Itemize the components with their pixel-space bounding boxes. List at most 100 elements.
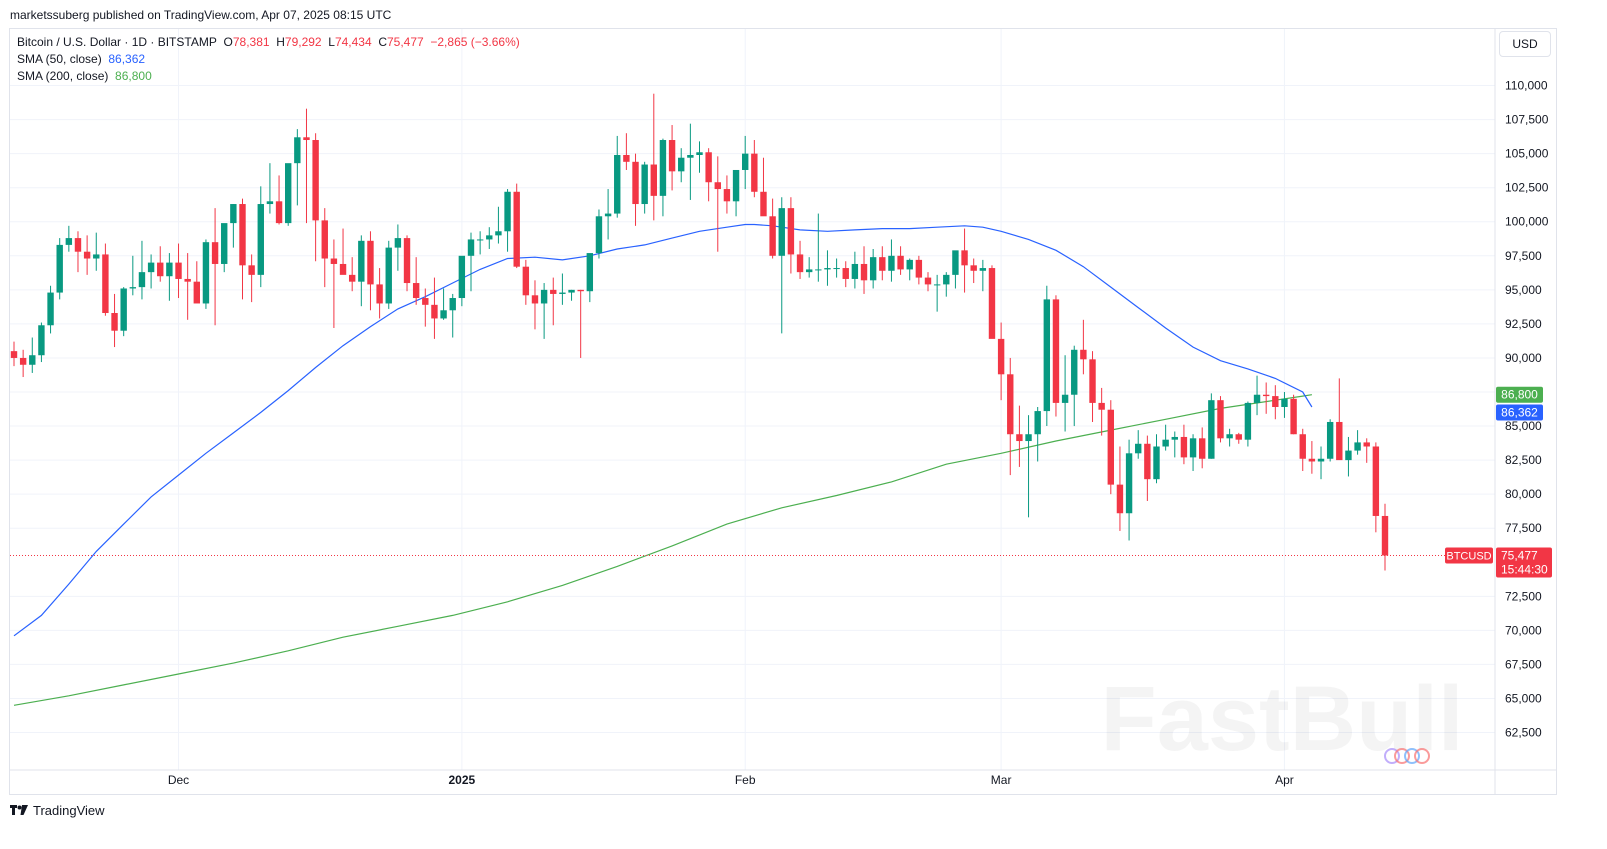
chart-frame[interactable] bbox=[9, 28, 1557, 795]
candle-body bbox=[678, 157, 685, 172]
candle-body bbox=[1089, 359, 1096, 403]
candle-body bbox=[403, 238, 411, 284]
x-tick-label: Apr bbox=[1275, 773, 1294, 787]
candle bbox=[531, 280, 539, 330]
candle bbox=[1180, 424, 1188, 465]
candle-body bbox=[1071, 349, 1078, 395]
candle bbox=[1153, 434, 1160, 484]
candle bbox=[769, 198, 776, 259]
candle bbox=[751, 140, 758, 198]
high-label: H bbox=[276, 35, 285, 49]
moving-averages bbox=[13, 223, 1313, 706]
candle-body bbox=[504, 191, 511, 232]
candle-body bbox=[1016, 434, 1023, 442]
candle-body bbox=[120, 288, 127, 331]
candle bbox=[1363, 438, 1370, 463]
candle-body bbox=[367, 240, 374, 285]
candle-body bbox=[1098, 402, 1105, 410]
candle bbox=[760, 157, 767, 217]
candle-body bbox=[202, 242, 210, 304]
candle-body bbox=[1299, 434, 1306, 459]
candle bbox=[1016, 405, 1023, 467]
change-value: −2,865 (−3.66%) bbox=[430, 35, 520, 49]
candle-body bbox=[166, 262, 173, 277]
sma200-value: 86,800 bbox=[115, 69, 152, 83]
candle bbox=[1217, 396, 1224, 443]
candle-body bbox=[1244, 402, 1252, 440]
sma50-row[interactable]: SMA (50, close) 86,362 bbox=[17, 51, 520, 68]
candle-body bbox=[559, 292, 566, 294]
candle bbox=[19, 349, 27, 378]
candle bbox=[796, 240, 804, 279]
candle-body bbox=[193, 281, 200, 304]
currency-selector-button[interactable]: USD bbox=[1499, 31, 1551, 57]
tradingview-brand[interactable]: TradingView bbox=[10, 803, 105, 818]
candle bbox=[1381, 503, 1389, 571]
candle-body bbox=[568, 289, 575, 293]
candle bbox=[1308, 441, 1316, 474]
candle-body bbox=[851, 263, 859, 279]
candle bbox=[778, 197, 785, 334]
candle bbox=[997, 322, 1005, 401]
tradingview-logo-icon bbox=[10, 804, 28, 815]
candle bbox=[394, 224, 402, 271]
candle bbox=[641, 161, 648, 214]
candle-body bbox=[239, 204, 246, 266]
candle-body bbox=[358, 240, 365, 282]
candle bbox=[147, 254, 155, 289]
candle-body bbox=[275, 201, 283, 224]
axes: 62,500 65,000 67,500 70,000 72,500 77,500 80,0… bbox=[10, 29, 1556, 794]
candle bbox=[257, 186, 264, 288]
candle bbox=[888, 239, 895, 282]
candle-body bbox=[915, 259, 923, 278]
candle bbox=[175, 243, 182, 299]
candle bbox=[1372, 442, 1380, 533]
sma200-price-tag-bg bbox=[1496, 386, 1543, 403]
candle bbox=[1162, 424, 1169, 451]
brand-name: TradingView bbox=[33, 803, 105, 818]
candle-body bbox=[102, 254, 109, 314]
candle-body bbox=[897, 255, 904, 270]
candle bbox=[604, 189, 612, 240]
candle bbox=[742, 135, 749, 190]
candle-body bbox=[1317, 458, 1325, 462]
candle bbox=[38, 322, 45, 363]
candle bbox=[1107, 400, 1114, 495]
candle-body bbox=[1281, 398, 1288, 407]
candle-body bbox=[1308, 458, 1316, 462]
candle-body bbox=[1235, 434, 1242, 440]
candle bbox=[504, 189, 511, 252]
candle bbox=[476, 231, 484, 255]
candle bbox=[1189, 434, 1197, 472]
candle bbox=[732, 169, 740, 217]
candle-body bbox=[65, 238, 73, 245]
candle bbox=[577, 289, 584, 358]
candle bbox=[422, 288, 429, 327]
candle bbox=[211, 208, 219, 326]
candle bbox=[851, 251, 859, 289]
candle bbox=[495, 206, 502, 244]
candle bbox=[595, 209, 603, 259]
candle bbox=[961, 228, 968, 293]
candle bbox=[157, 246, 164, 282]
candle-body bbox=[230, 204, 237, 224]
candle-body bbox=[1116, 484, 1124, 514]
y-tick-label: 107,500 bbox=[1505, 113, 1549, 127]
candle-body bbox=[376, 284, 383, 304]
candle-body bbox=[805, 269, 813, 273]
candle bbox=[1272, 385, 1279, 420]
candle bbox=[129, 255, 137, 296]
candle bbox=[321, 208, 328, 288]
candle-body bbox=[988, 268, 996, 339]
candle bbox=[1025, 415, 1032, 518]
candle bbox=[1071, 345, 1078, 427]
sma200-row[interactable]: SMA (200, close) 86,800 bbox=[17, 68, 520, 85]
candle-body bbox=[266, 201, 274, 205]
high-value: 79,292 bbox=[284, 35, 322, 49]
candle-body bbox=[175, 262, 182, 279]
sma50-price-tag: 86,362 bbox=[1501, 405, 1538, 419]
candle-body bbox=[1345, 450, 1352, 461]
candle-body bbox=[385, 247, 392, 304]
candle-body bbox=[924, 277, 932, 285]
